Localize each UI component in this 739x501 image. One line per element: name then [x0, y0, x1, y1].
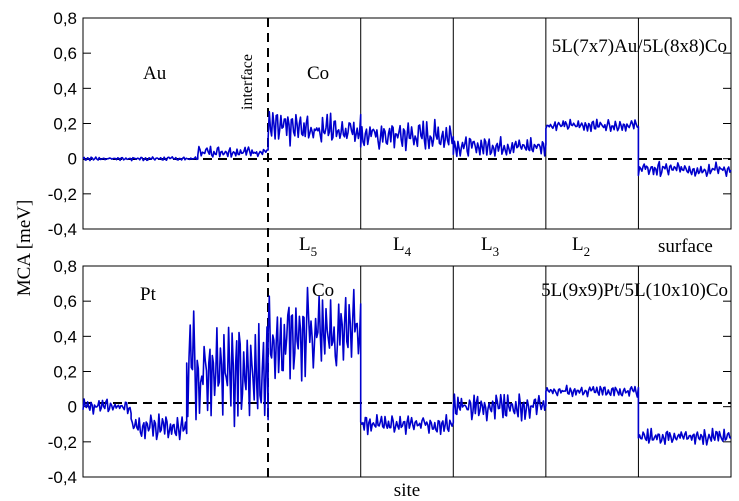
bottom-y-tick-label: -0,4: [48, 468, 77, 487]
top-y-tick-label: 0,2: [53, 115, 77, 134]
layer-label-l5: L5: [299, 234, 317, 259]
interface-label: interface: [239, 54, 256, 110]
layer-l2-base: L: [572, 234, 584, 255]
bottom-system-label: 5L(9x9)Pt/5L(10x10)Co: [541, 280, 728, 301]
top-y-ticks: -0,4 -0,2 0 0,2 0,4 0,6 0,8: [48, 9, 731, 239]
top-y-tick-label: 0,4: [53, 79, 77, 98]
layer-label-l3: L3: [481, 234, 499, 259]
top-y-tick-label: -0,2: [48, 185, 77, 204]
x-axis-label: site: [394, 480, 420, 501]
layer-l5-base: L: [299, 234, 311, 255]
top-film-label: Co: [307, 63, 329, 84]
bottom-y-tick-label: 0,6: [53, 292, 77, 311]
layer-label-surface: surface: [658, 236, 713, 257]
bottom-film-label: Co: [312, 280, 334, 301]
layer-l3-base: L: [481, 234, 493, 255]
top-y-tick-label: 0,6: [53, 44, 77, 63]
top-system-label: 5L(7x7)Au/5L(8x8)Co: [552, 36, 727, 57]
layer-l4-sub: 4: [405, 244, 412, 259]
layer-l3-sub: 3: [493, 244, 500, 259]
top-mca-curve: [82, 110, 732, 178]
bottom-y-tick-label: 0: [68, 398, 77, 417]
top-y-tick-label: 0,8: [53, 9, 77, 28]
layer-l2-sub: 2: [584, 244, 591, 259]
y-axis-label: MCA [meV]: [14, 200, 35, 297]
bottom-substrate-label: Pt: [140, 284, 157, 305]
bottom-y-tick-label: -0,2: [48, 433, 77, 452]
bottom-y-tick-label: 0,8: [53, 257, 77, 276]
top-y-tick-label: -0,4: [48, 220, 77, 239]
layer-label-l4: L4: [393, 234, 412, 259]
layer-label-l2: L2: [572, 234, 590, 259]
bottom-mca-curve: [82, 286, 732, 446]
layer-l4-base: L: [393, 234, 405, 255]
bottom-layer-dividers: [360, 266, 639, 477]
top-substrate-label: Au: [143, 63, 167, 84]
layer-l5-sub: 5: [311, 244, 318, 259]
bottom-y-tick-label: 0,4: [53, 327, 77, 346]
top-y-tick-label: 0: [68, 150, 77, 169]
bottom-y-tick-label: 0,2: [53, 363, 77, 382]
bottom-y-ticks: -0,4 -0,2 0 0,2 0,4 0,6 0,8: [48, 257, 731, 487]
